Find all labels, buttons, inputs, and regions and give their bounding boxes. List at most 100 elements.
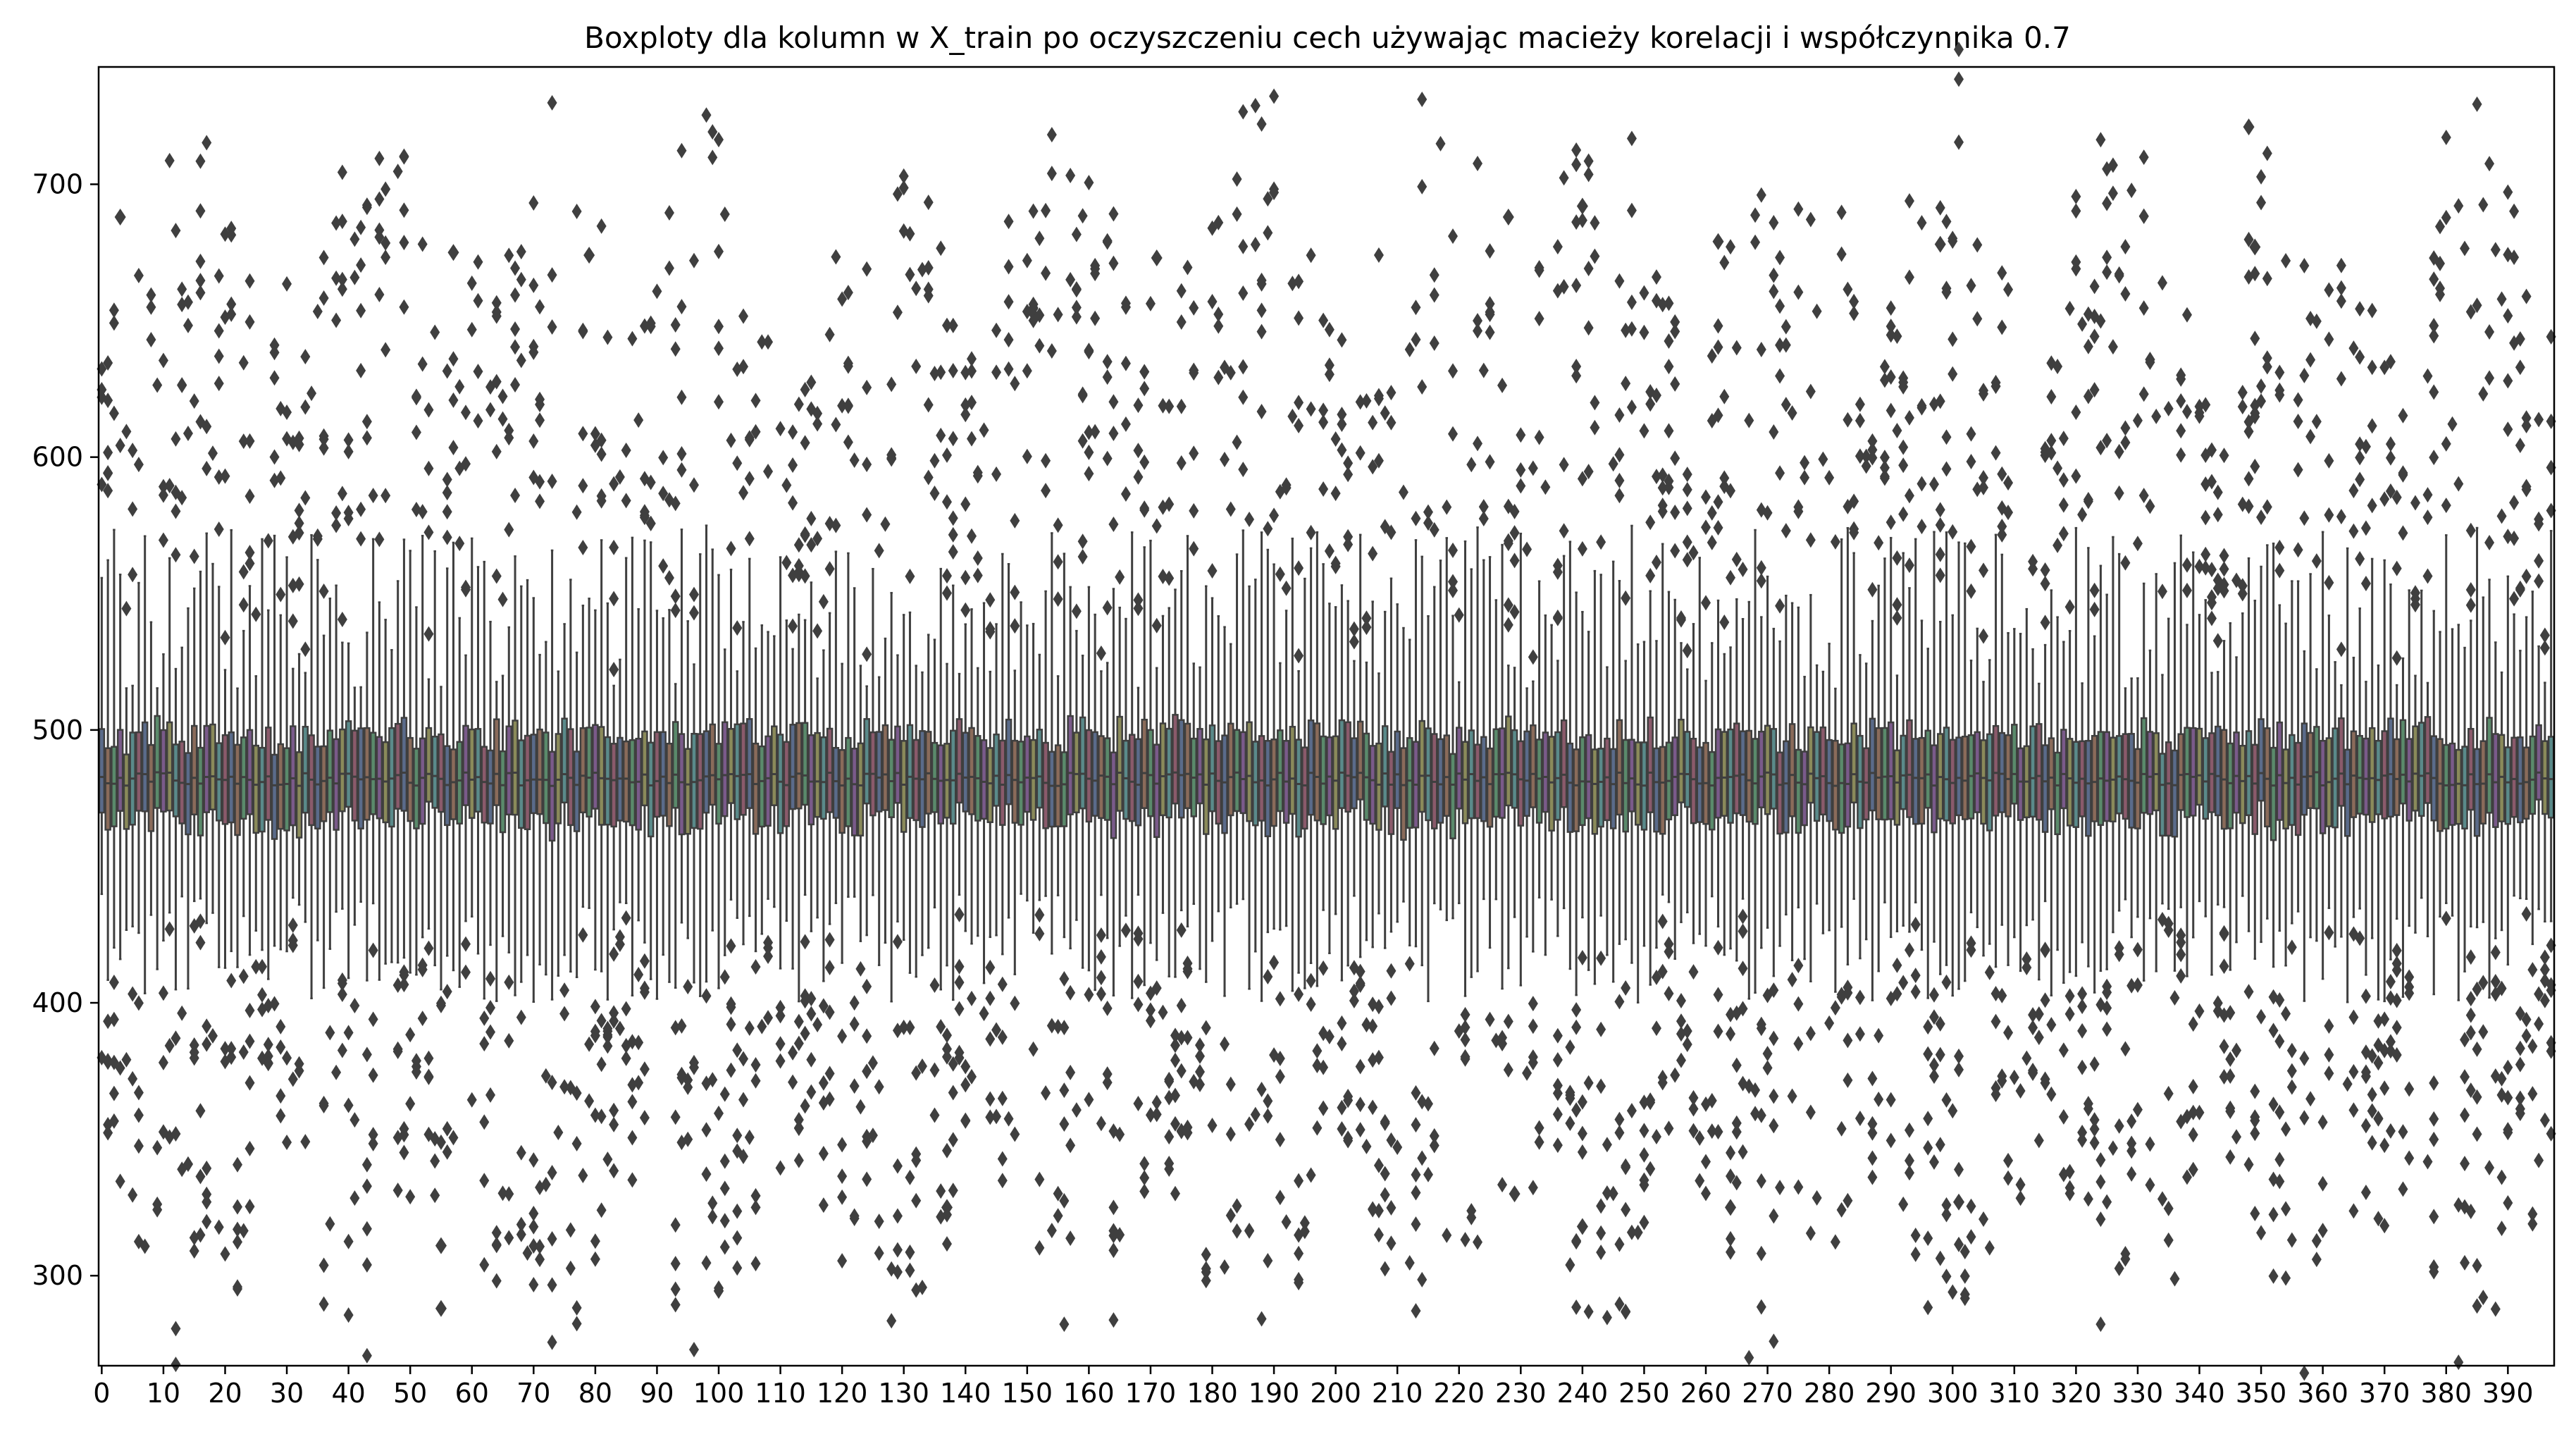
box-column — [1609, 560, 1617, 983]
outlier-point — [442, 1144, 452, 1160]
box-column — [450, 541, 457, 972]
outlier-point — [960, 1058, 971, 1075]
outlier-point — [849, 1210, 860, 1226]
outlier-point — [2015, 1082, 2026, 1099]
outlier-point — [1269, 181, 1280, 197]
outlier-point — [609, 1005, 619, 1021]
box-column — [2350, 656, 2358, 918]
outlier-point — [213, 1219, 224, 1235]
outlier-point — [1726, 483, 1736, 499]
outlier-point — [2355, 930, 2365, 946]
outlier-point — [1380, 1187, 1390, 1203]
outlier-point — [2441, 498, 2451, 514]
outlier-point — [645, 315, 656, 331]
outlier-point — [109, 1113, 119, 1129]
outlier-point — [800, 381, 810, 397]
box-column — [493, 681, 500, 1002]
outlier-point — [1294, 1271, 1304, 1287]
outlier-point — [1090, 310, 1101, 326]
outlier-point — [590, 1107, 600, 1123]
outlier-point — [2157, 275, 2167, 291]
box-column — [949, 584, 957, 1001]
box-column — [1530, 680, 1537, 953]
outlier-point — [979, 1006, 989, 1022]
outlier-point — [1602, 1137, 1612, 1153]
outlier-point — [2441, 209, 2451, 226]
outlier-point — [639, 1061, 650, 1077]
outlier-point — [2496, 1169, 2507, 1185]
outlier-point — [195, 1227, 206, 1243]
outlier-point — [676, 1018, 687, 1034]
outlier-point — [1528, 649, 1538, 665]
outlier-point — [1324, 1028, 1335, 1044]
outlier-point — [1726, 239, 1736, 255]
outlier-point — [1552, 564, 1563, 580]
outlier-point — [361, 197, 372, 214]
outlier-point — [2200, 560, 2211, 576]
outlier-point — [972, 468, 983, 484]
outlier-point — [2293, 392, 2303, 408]
outlier-point — [318, 1257, 329, 1273]
outlier-point — [2527, 1206, 2538, 1222]
outlier-point — [1213, 369, 1224, 385]
outlier-point — [2441, 910, 2451, 927]
outlier-point — [2262, 145, 2272, 161]
outlier-point — [1096, 970, 1106, 986]
outlier-point — [793, 1152, 804, 1168]
outlier-point — [948, 526, 958, 543]
outlier-point — [1892, 957, 1902, 973]
outlier-point — [1053, 307, 1063, 323]
box-column — [2208, 672, 2215, 976]
box-column — [382, 619, 389, 965]
outlier-point — [775, 1053, 786, 1069]
box-column — [369, 538, 377, 905]
outlier-point — [1954, 42, 1964, 58]
outlier-point — [1892, 986, 1902, 1002]
outlier-point — [361, 414, 372, 430]
outlier-point — [2515, 1040, 2525, 1056]
outlier-point — [967, 528, 977, 544]
outlier-point — [442, 529, 452, 545]
outlier-point — [1003, 1111, 1014, 1127]
outlier-point — [2391, 1047, 2402, 1063]
outlier-point — [1966, 942, 1976, 958]
outlier-point — [929, 365, 940, 381]
outlier-point — [164, 921, 175, 937]
outlier-point — [1244, 1116, 1255, 1132]
outlier-point — [1664, 1120, 1674, 1137]
outlier-point — [1713, 987, 1723, 1003]
box-column — [1153, 667, 1160, 961]
box-column — [709, 548, 717, 932]
outlier-point — [1034, 307, 1045, 323]
outlier-point — [121, 600, 132, 617]
outlier-point — [714, 394, 724, 410]
outlier-point — [2472, 1257, 2482, 1273]
outlier-point — [571, 1316, 582, 1332]
outlier-point — [1133, 996, 1144, 1013]
outlier-point — [633, 1035, 644, 1051]
box-column — [1344, 600, 1351, 967]
outlier-point — [2465, 304, 2476, 320]
outlier-point — [497, 411, 508, 427]
outlier-point — [220, 1246, 230, 1262]
outlier-point — [2490, 944, 2501, 961]
box-column — [1098, 670, 1105, 896]
outlier-point — [2009, 1069, 2019, 1085]
outlier-point — [1503, 1062, 1513, 1078]
outlier-point — [2398, 1181, 2408, 1197]
outlier-point — [2360, 1064, 2371, 1080]
box-column — [1776, 640, 1783, 947]
outlier-point — [911, 1065, 922, 1081]
outlier-point — [2219, 1069, 2229, 1085]
outlier-point — [1077, 533, 1088, 550]
box-column — [314, 559, 321, 941]
outlier-point — [182, 1156, 193, 1172]
outlier-point — [793, 537, 804, 553]
x-tick-label: 330 — [2112, 1378, 2164, 1409]
outlier-point — [1984, 964, 1995, 980]
outlier-point — [1726, 569, 1736, 586]
outlier-point — [318, 583, 329, 599]
outlier-point — [540, 1068, 551, 1084]
outlier-point — [967, 363, 977, 379]
outlier-point — [2453, 198, 2464, 214]
